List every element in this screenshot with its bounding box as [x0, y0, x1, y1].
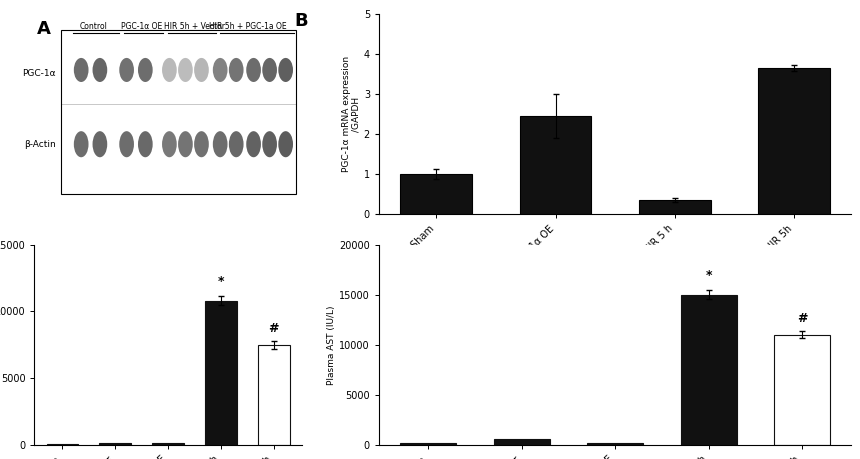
Bar [100, 443, 131, 445]
Bar [152, 443, 184, 445]
Ellipse shape [279, 131, 293, 157]
Ellipse shape [212, 58, 228, 82]
Text: A: A [37, 20, 51, 38]
Ellipse shape [120, 131, 134, 157]
Ellipse shape [74, 131, 89, 157]
Ellipse shape [93, 58, 108, 82]
Ellipse shape [178, 131, 193, 157]
Ellipse shape [138, 131, 153, 157]
Text: β-Actin: β-Actin [24, 140, 56, 149]
Text: HIR 5h + PGC-1a OE: HIR 5h + PGC-1a OE [210, 22, 287, 31]
Ellipse shape [178, 58, 193, 82]
Ellipse shape [229, 58, 243, 82]
Ellipse shape [212, 131, 228, 157]
Ellipse shape [138, 58, 153, 82]
Ellipse shape [246, 58, 261, 82]
Bar [258, 345, 290, 445]
Bar [759, 68, 830, 214]
Ellipse shape [229, 131, 243, 157]
Text: PGC-1α: PGC-1α [22, 69, 56, 78]
Ellipse shape [120, 58, 134, 82]
Text: HIR 5h + Vector: HIR 5h + Vector [164, 22, 225, 31]
Text: PGC-1α OE: PGC-1α OE [120, 22, 162, 31]
Bar [401, 443, 457, 445]
Ellipse shape [262, 131, 277, 157]
Text: #: # [796, 312, 808, 325]
Y-axis label: Plasma AST (IU/L): Plasma AST (IU/L) [328, 305, 336, 385]
Text: *: * [705, 269, 712, 282]
Text: Control: Control [79, 22, 108, 31]
Text: #: # [268, 322, 279, 335]
FancyBboxPatch shape [61, 30, 297, 194]
Bar [494, 439, 550, 445]
Ellipse shape [194, 131, 209, 157]
Text: B: B [294, 12, 308, 30]
Bar [639, 200, 710, 214]
Ellipse shape [246, 131, 261, 157]
Bar [401, 174, 472, 214]
Bar [519, 116, 592, 214]
Ellipse shape [279, 58, 293, 82]
Y-axis label: PGC-1α mRNA expression
/GAPDH: PGC-1α mRNA expression /GAPDH [341, 56, 361, 172]
Ellipse shape [162, 58, 177, 82]
Ellipse shape [93, 131, 108, 157]
Bar [46, 444, 78, 445]
Bar [587, 443, 643, 445]
Bar [205, 301, 236, 445]
Ellipse shape [262, 58, 277, 82]
Bar [680, 295, 736, 445]
Ellipse shape [162, 131, 177, 157]
Ellipse shape [74, 58, 89, 82]
Ellipse shape [194, 58, 209, 82]
Bar [774, 335, 830, 445]
Text: *: * [218, 275, 224, 288]
